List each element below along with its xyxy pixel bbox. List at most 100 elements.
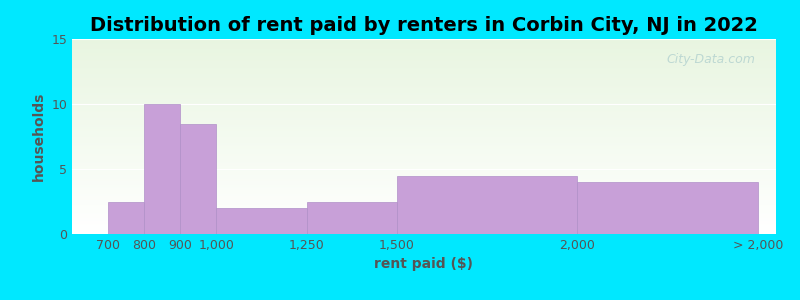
Bar [72, 107, 776, 108]
Bar [72, 206, 776, 207]
Bar [72, 209, 776, 210]
Bar [72, 87, 776, 88]
Bar [72, 66, 776, 67]
Bar [72, 125, 776, 126]
Bar [72, 58, 776, 59]
Bar [72, 137, 776, 138]
Bar [72, 143, 776, 144]
Bar [72, 141, 776, 142]
Bar [72, 186, 776, 187]
Bar [72, 85, 776, 86]
Bar [72, 82, 776, 83]
Bar [108, 202, 144, 234]
Bar [72, 75, 776, 76]
Bar [72, 55, 776, 56]
Bar [72, 173, 776, 175]
Bar [72, 166, 776, 167]
Bar [72, 45, 776, 46]
Bar [72, 178, 776, 179]
Bar [72, 152, 776, 153]
Bar [72, 199, 776, 200]
Bar [72, 148, 776, 149]
Bar [144, 104, 180, 234]
Bar [72, 113, 776, 114]
Bar [72, 52, 776, 53]
Bar [72, 118, 776, 119]
Bar [72, 204, 776, 205]
Bar [72, 47, 776, 48]
Bar [72, 161, 776, 162]
Bar [578, 182, 758, 234]
Bar [72, 99, 776, 101]
Bar [72, 44, 776, 45]
Bar [72, 159, 776, 160]
Text: City-Data.com: City-Data.com [666, 52, 755, 66]
Bar [72, 195, 776, 196]
Bar [72, 61, 776, 62]
Bar [72, 134, 776, 136]
Bar [72, 105, 776, 106]
Bar [72, 121, 776, 122]
Bar [72, 115, 776, 116]
Bar [72, 111, 776, 112]
Bar [72, 71, 776, 72]
Bar [72, 223, 776, 224]
Bar [72, 171, 776, 172]
Bar [72, 197, 776, 198]
Bar [72, 210, 776, 211]
Bar [72, 201, 776, 202]
Bar [72, 95, 776, 97]
Bar [72, 180, 776, 181]
Bar [72, 54, 776, 55]
Bar [72, 183, 776, 184]
Bar [72, 90, 776, 91]
Bar [72, 132, 776, 133]
Bar [72, 172, 776, 173]
Bar [72, 157, 776, 158]
Bar [72, 146, 776, 147]
Bar [72, 226, 776, 227]
Bar [72, 165, 776, 166]
Bar [72, 128, 776, 129]
Bar [72, 93, 776, 94]
Bar [72, 220, 776, 221]
Bar [72, 42, 776, 43]
X-axis label: rent paid ($): rent paid ($) [374, 257, 474, 272]
Bar [72, 147, 776, 148]
Bar [72, 39, 776, 40]
Bar [72, 232, 776, 233]
Bar [72, 73, 776, 74]
Bar [72, 56, 776, 58]
Bar [72, 51, 776, 52]
Bar [72, 227, 776, 228]
Bar [180, 124, 217, 234]
Bar [72, 109, 776, 110]
Bar [72, 203, 776, 204]
Bar [72, 193, 776, 194]
Bar [72, 67, 776, 68]
Bar [72, 177, 776, 178]
Bar [72, 123, 776, 124]
Bar [72, 48, 776, 49]
Bar [72, 124, 776, 125]
Bar [72, 65, 776, 66]
Bar [72, 144, 776, 145]
Bar [72, 106, 776, 107]
Bar [72, 74, 776, 75]
Bar [72, 154, 776, 155]
Bar [72, 215, 776, 217]
Bar [72, 153, 776, 154]
Bar [72, 164, 776, 165]
Bar [72, 131, 776, 132]
Bar [72, 41, 776, 42]
Bar [72, 89, 776, 90]
Bar [72, 202, 776, 203]
Bar [72, 60, 776, 62]
Bar [72, 190, 776, 191]
Bar [72, 136, 776, 137]
Bar [72, 112, 776, 113]
Bar [72, 108, 776, 109]
Bar [72, 228, 776, 229]
Bar [72, 222, 776, 223]
Bar [72, 64, 776, 65]
